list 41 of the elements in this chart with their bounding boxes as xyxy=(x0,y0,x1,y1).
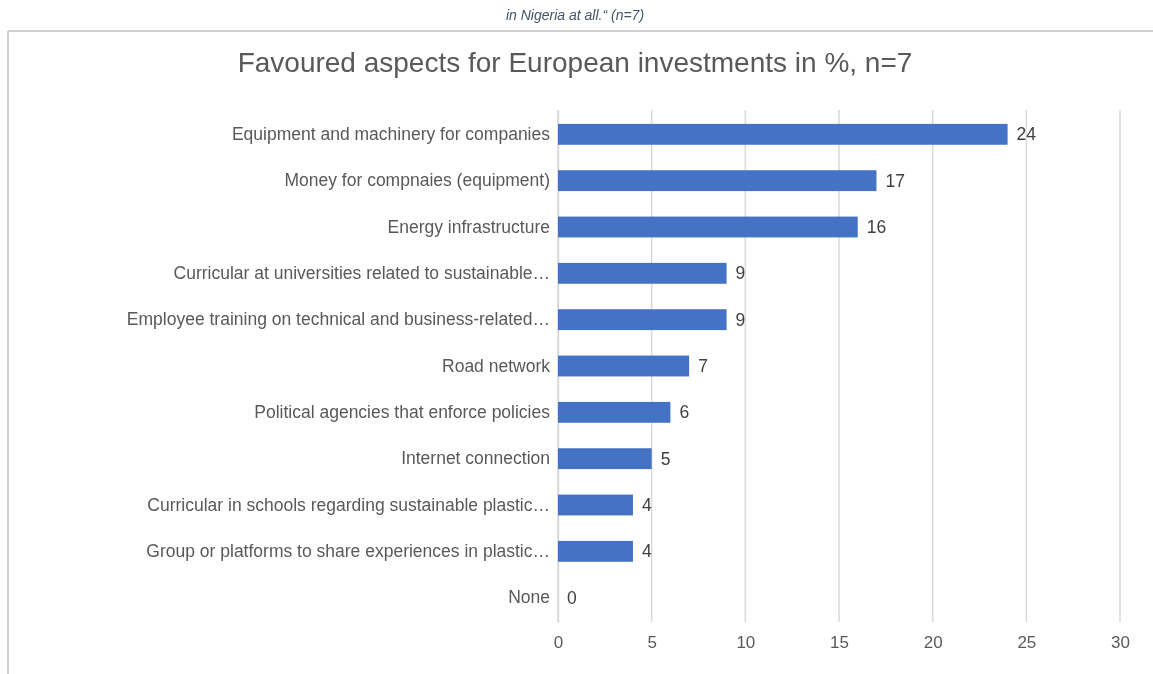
data-label: 6 xyxy=(679,402,690,423)
bar xyxy=(558,401,671,423)
x-tick-label: 15 xyxy=(830,633,849,653)
y-tick-label: Employee training on technical and business-related… xyxy=(126,309,550,330)
bar xyxy=(558,123,1008,145)
data-label: 0 xyxy=(567,587,577,608)
data-label: 9 xyxy=(735,309,746,330)
bar xyxy=(558,309,727,331)
y-tick-label: Political agencies that enforce policies xyxy=(254,401,551,422)
y-tick-label: Energy infrastructure xyxy=(387,216,550,237)
data-label: 17 xyxy=(885,170,905,191)
y-tick-label: Money for compnaies (equipment) xyxy=(284,170,550,191)
y-tick-label: Equipment and machinery for companies xyxy=(231,123,551,144)
data-label: 5 xyxy=(660,448,671,469)
bar xyxy=(558,494,633,516)
bar xyxy=(558,170,877,192)
bar xyxy=(558,355,690,377)
y-tick-label: Road network xyxy=(442,355,551,376)
bar xyxy=(558,540,633,562)
x-tick-label: 10 xyxy=(736,633,756,653)
x-tick-label: 5 xyxy=(647,633,657,653)
bar xyxy=(558,216,858,238)
bar xyxy=(558,448,652,470)
y-tick-label: Curricular in schools regarding sustainable plastic… xyxy=(147,494,550,515)
text: in Nigeria at all.“ (n=7) xyxy=(505,7,645,23)
x-tick-label: 30 xyxy=(1111,633,1130,653)
data-label: 4 xyxy=(641,495,652,516)
chart-title: Favoured aspects for European investments in %, n=7 xyxy=(237,47,913,78)
y-tick-label: Group or platforms to share experiences in plastic… xyxy=(146,540,550,561)
y-tick-label: None xyxy=(508,587,550,608)
data-label: 24 xyxy=(1016,124,1037,145)
y-tick-label: Curricular at universities related to sustainable… xyxy=(173,262,550,283)
data-label: 4 xyxy=(641,541,652,562)
bar xyxy=(558,262,727,284)
data-label: 9 xyxy=(735,263,746,284)
x-tick-label: 20 xyxy=(923,633,943,653)
y-tick-label: Internet connection xyxy=(401,448,550,469)
x-tick-label: 0 xyxy=(553,633,564,653)
data-label: 7 xyxy=(698,356,708,377)
data-label: 16 xyxy=(866,217,887,238)
x-tick-label: 25 xyxy=(1017,633,1037,653)
